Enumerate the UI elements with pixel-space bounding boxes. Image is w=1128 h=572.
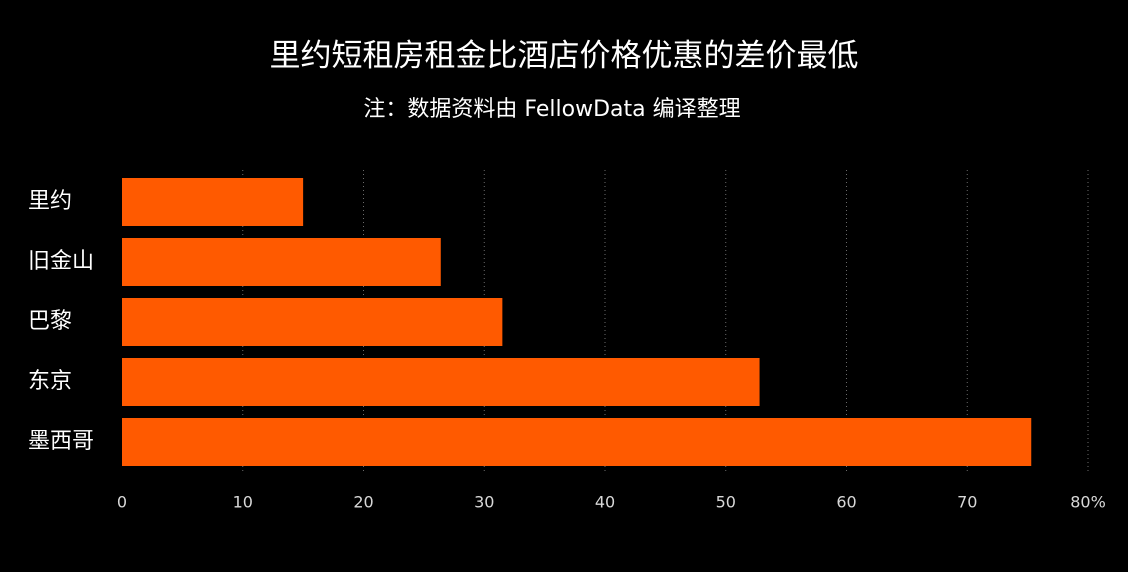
category-label: 里约 [28,189,72,214]
x-tick-label: 70 [957,493,977,512]
bar [122,358,760,406]
x-tick-labels: 0 10 20 30 40 50 60 70 80% [117,493,1106,512]
bar [122,298,503,346]
x-tick-label: 80% [1070,493,1106,512]
bars [122,178,1032,466]
category-label: 东京 [28,369,72,394]
bar [122,238,441,286]
category-label: 旧金山 [28,249,94,274]
category-label: 巴黎 [28,309,72,334]
chart-subtitle: 注：数据资料由 FellowData 编译整理 [363,97,741,122]
x-tick-label: 60 [836,493,856,512]
bar [122,418,1032,466]
x-tick-label: 50 [716,493,736,512]
bar [122,178,304,226]
chart-title: 里约短租房租金比酒店价格优惠的差价最低 [269,38,859,74]
x-tick-label: 0 [117,493,127,512]
x-tick-label: 40 [595,493,615,512]
x-tick-label: 10 [233,493,253,512]
x-tick-label: 30 [474,493,494,512]
x-tick-label: 20 [353,493,373,512]
category-label: 墨西哥 [28,429,94,454]
